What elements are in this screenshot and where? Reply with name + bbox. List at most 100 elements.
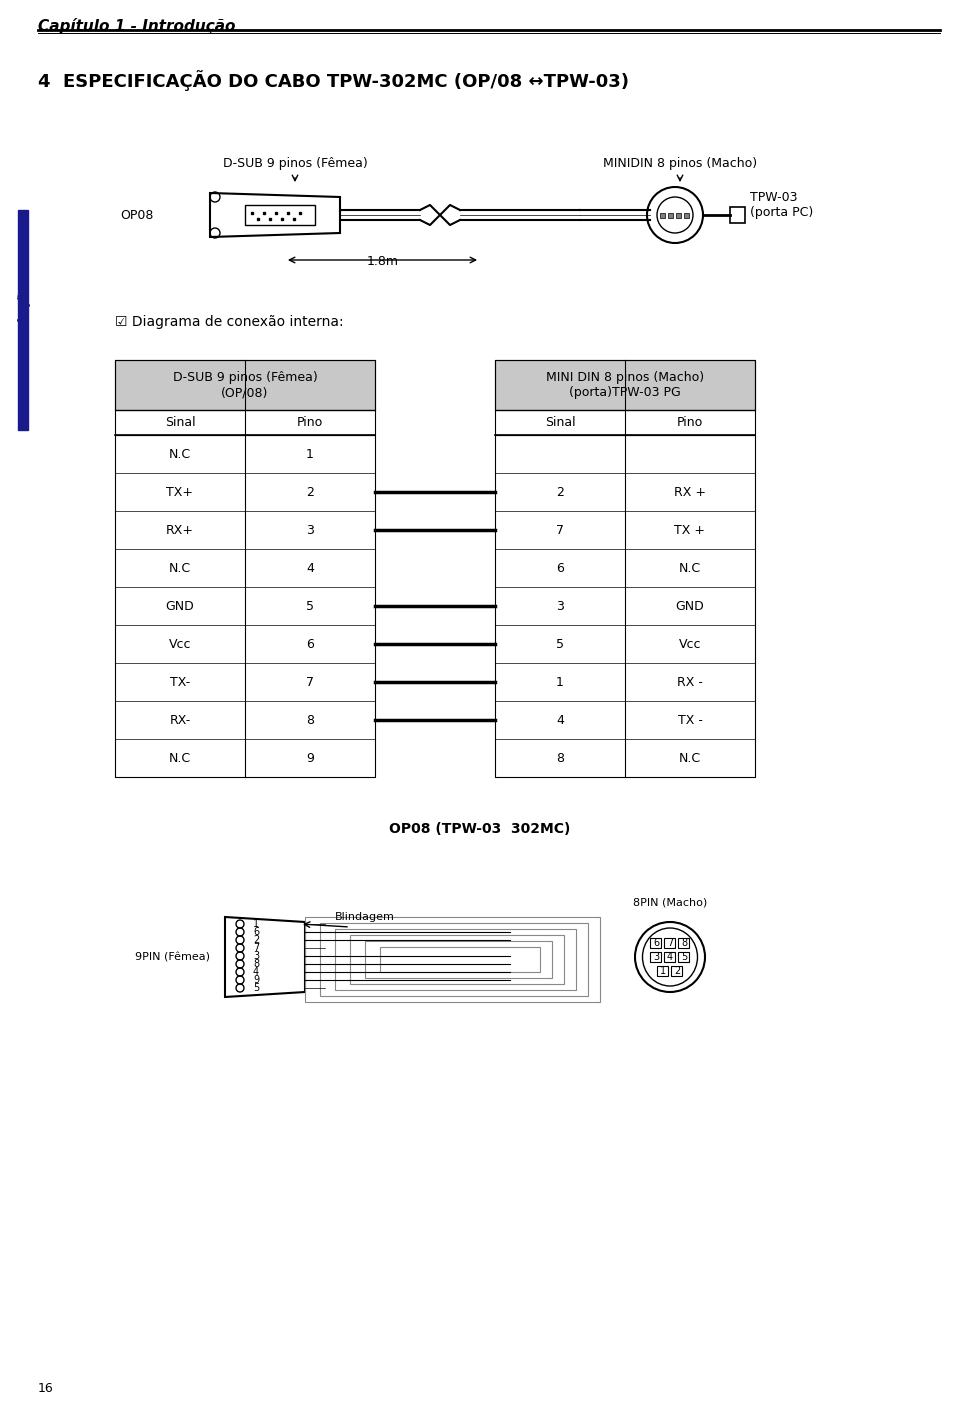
Text: 7: 7 [556, 524, 564, 536]
Bar [115, 359, 375, 410]
Text: RX+: RX+ [166, 524, 194, 536]
Text: D-SUB 9 pinos (Fêmea): D-SUB 9 pinos (Fêmea) [223, 157, 368, 170]
Text: N.C: N.C [679, 562, 701, 574]
Text: 5: 5 [681, 952, 687, 962]
Text: Vcc: Vcc [169, 638, 191, 651]
Text: 3: 3 [306, 524, 314, 536]
Text: Introdução: Introdução [16, 282, 30, 358]
Text: MINIDIN 8 pinos (Macho): MINIDIN 8 pinos (Macho) [603, 157, 757, 170]
Text: 1: 1 [306, 447, 314, 460]
Text: Vcc: Vcc [679, 638, 701, 651]
Text: TX+: TX+ [166, 485, 194, 498]
Text: 3: 3 [653, 952, 660, 962]
Bar [495, 410, 755, 434]
Text: 4: 4 [556, 713, 564, 726]
Text: 1: 1 [556, 675, 564, 689]
Text: 6: 6 [556, 562, 564, 574]
Bar [495, 434, 755, 777]
Text: 5: 5 [556, 638, 564, 651]
Text: 2: 2 [306, 485, 314, 498]
Bar [380, 947, 540, 972]
Text: N.C: N.C [169, 751, 191, 764]
Text: Capítulo 1 - Introdução: Capítulo 1 - Introdução [38, 18, 235, 34]
Text: D-SUB 9 pinos (Fêmea)
(OP/08): D-SUB 9 pinos (Fêmea) (OP/08) [173, 371, 318, 399]
Text: RX -: RX - [677, 675, 703, 689]
Text: 4: 4 [667, 952, 673, 962]
Text: 2: 2 [674, 966, 680, 976]
Bar [320, 923, 588, 996]
Text: 7: 7 [306, 675, 314, 689]
Bar [664, 938, 675, 948]
Bar [115, 410, 375, 434]
Text: 7: 7 [667, 938, 673, 948]
Bar [684, 214, 689, 218]
Text: N.C: N.C [169, 562, 191, 574]
Text: 6: 6 [306, 638, 314, 651]
Bar [495, 359, 755, 410]
Text: Sinal: Sinal [165, 416, 195, 429]
Text: 4: 4 [306, 562, 314, 574]
Bar [678, 938, 689, 948]
Bar [668, 214, 673, 218]
Text: 3: 3 [253, 951, 259, 961]
Text: 4: 4 [253, 966, 259, 976]
Text: GND: GND [676, 600, 705, 613]
Text: Blindagem: Blindagem [335, 913, 395, 923]
Text: 9PIN (Fêmea): 9PIN (Fêmea) [135, 952, 210, 962]
Bar [365, 941, 552, 978]
Bar [305, 917, 600, 1002]
Text: 8: 8 [253, 959, 259, 969]
Text: 8: 8 [306, 713, 314, 726]
Bar [115, 359, 375, 410]
Text: 5: 5 [253, 983, 259, 993]
Bar [495, 359, 755, 410]
Text: 1: 1 [253, 918, 259, 930]
Bar [730, 207, 745, 224]
Text: 16: 16 [38, 1382, 54, 1395]
Text: TX -: TX - [678, 713, 703, 726]
Text: ☑ Diagrama de conexão interna:: ☑ Diagrama de conexão interna: [115, 316, 344, 330]
Text: TPW-03
(porta PC): TPW-03 (porta PC) [750, 191, 813, 219]
Text: 9: 9 [306, 751, 314, 764]
Bar [660, 214, 665, 218]
Text: 9: 9 [253, 975, 259, 985]
Bar [350, 935, 564, 983]
Bar [650, 938, 661, 948]
Text: N.C: N.C [679, 751, 701, 764]
Text: 8PIN (Macho): 8PIN (Macho) [633, 897, 708, 907]
Text: N.C: N.C [169, 447, 191, 460]
Text: RX +: RX + [674, 485, 706, 498]
Bar [335, 930, 576, 990]
Text: Sinal: Sinal [544, 416, 575, 429]
Text: MINI DIN 8 pinos (Macho)
(porta)TPW-03 PG: MINI DIN 8 pinos (Macho) (porta)TPW-03 P… [546, 371, 704, 399]
Text: 2: 2 [253, 935, 259, 945]
Text: 5: 5 [306, 600, 314, 613]
Text: Pino: Pino [677, 416, 703, 429]
Text: 8: 8 [556, 751, 564, 764]
Bar [18, 209, 28, 430]
Bar [671, 966, 682, 976]
Bar [657, 966, 668, 976]
Bar [664, 952, 675, 962]
Text: TX +: TX + [675, 524, 706, 536]
Bar [115, 434, 375, 777]
Text: OP08 (TPW-03  302MC): OP08 (TPW-03 302MC) [390, 822, 570, 836]
Text: 1: 1 [660, 966, 666, 976]
Text: 7: 7 [253, 942, 259, 952]
Text: 4  ESPECIFICAÇÃO DO CABO TPW-302MC (OP/08 ↔TPW-03): 4 ESPECIFICAÇÃO DO CABO TPW-302MC (OP/08… [38, 69, 629, 91]
Text: RX-: RX- [169, 713, 191, 726]
Text: 6: 6 [653, 938, 660, 948]
Bar [676, 214, 681, 218]
Text: 6: 6 [253, 927, 259, 937]
Bar [245, 205, 315, 225]
Text: Pino: Pino [297, 416, 324, 429]
Text: GND: GND [166, 600, 194, 613]
Text: 2: 2 [556, 485, 564, 498]
Text: 3: 3 [556, 600, 564, 613]
Bar [678, 952, 689, 962]
Text: OP08: OP08 [120, 208, 154, 222]
Bar [650, 952, 661, 962]
Text: TX-: TX- [170, 675, 190, 689]
Text: 1.8m: 1.8m [367, 255, 399, 267]
Text: 8: 8 [681, 938, 687, 948]
